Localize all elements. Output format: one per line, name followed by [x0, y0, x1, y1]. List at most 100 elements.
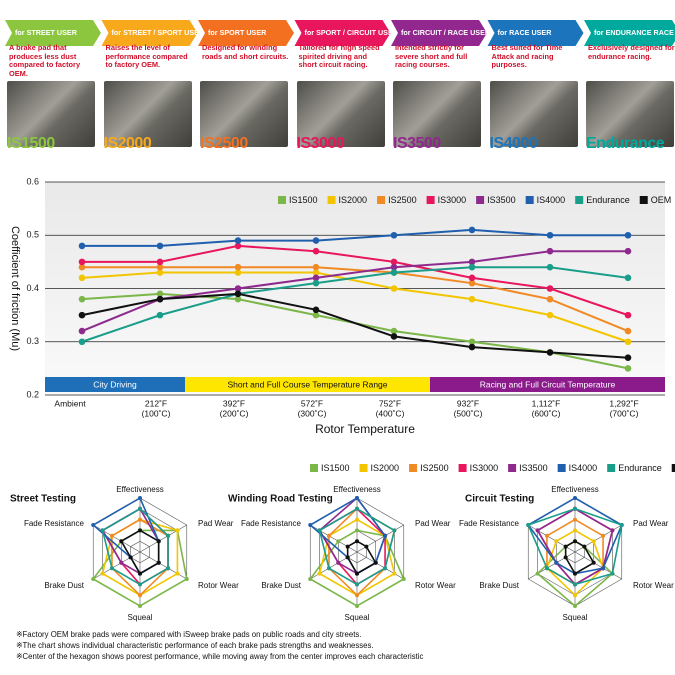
product-name: IS3000: [296, 135, 345, 152]
legend-label: IS4000: [569, 463, 598, 473]
series-point: [234, 263, 242, 271]
series-point: [624, 274, 632, 282]
product-photo: [200, 81, 288, 147]
x-tick-sublabel: (600˚C): [532, 408, 561, 418]
legend-swatch: [557, 464, 566, 472]
radar-point: [100, 571, 105, 576]
radar-point: [392, 528, 397, 533]
series-point: [156, 263, 164, 271]
legend-swatch: [525, 196, 534, 204]
radar-point: [138, 506, 142, 511]
radar-spoke: [139, 551, 187, 580]
radar-point: [554, 539, 559, 544]
series-point: [234, 295, 242, 303]
x-tick-sublabel: (700˚C): [610, 408, 639, 418]
series-point: [468, 295, 476, 303]
radar-point: [554, 560, 559, 565]
series-point: [468, 263, 476, 271]
legend-swatch: [310, 464, 318, 472]
radar-axis-label: Pad Wear: [198, 519, 234, 528]
series-point: [468, 226, 476, 234]
series-point: [156, 269, 164, 276]
radar-point: [138, 604, 142, 608]
radar-title: Circuit Testing: [465, 494, 534, 505]
legend-swatch: [671, 464, 675, 472]
radar-point: [591, 560, 596, 565]
radar-point: [355, 571, 359, 576]
radar-point: [138, 571, 142, 576]
series-point: [156, 242, 164, 250]
radar-point: [91, 523, 96, 527]
product-name: IS1500: [7, 135, 55, 152]
product-photo: [489, 81, 578, 147]
radar-point: [573, 571, 577, 576]
series-line: [82, 266, 629, 333]
series-point: [390, 231, 398, 239]
radar-axis-label: Effectiveness: [333, 485, 380, 494]
radar-point: [364, 544, 369, 549]
radar-spoke: [356, 551, 404, 580]
radar-point: [535, 528, 540, 533]
series-point: [78, 274, 86, 282]
radar-axis-label: Fade Resistance: [241, 519, 302, 528]
radar-point: [100, 528, 105, 533]
y-tick-label: 0.5: [26, 230, 39, 240]
radar-point: [355, 539, 359, 544]
series-point: [312, 263, 320, 271]
legend-label: IS2000: [371, 463, 400, 473]
radar-point: [128, 555, 133, 560]
audience-arrow: [487, 20, 584, 46]
series-point: [390, 269, 398, 276]
radar-axis-label: Pad Wear: [415, 519, 451, 528]
legend-label: IS3500: [519, 463, 548, 473]
audience-label: for STREET USER: [15, 28, 78, 37]
series-point: [390, 258, 398, 266]
series-point: [390, 327, 398, 335]
legend-swatch: [476, 196, 485, 204]
radar-point: [573, 582, 577, 587]
radar-point: [119, 539, 124, 544]
x-tick-label: 392˚F: [223, 398, 245, 408]
legend-swatch: [639, 196, 648, 204]
series-point: [546, 311, 554, 319]
audience-label: for SPORT / CIRCUIT USER: [305, 28, 399, 37]
series-point: [546, 263, 554, 271]
legend-swatch: [508, 464, 517, 472]
radar-point: [119, 560, 124, 565]
series-point: [234, 237, 242, 244]
series-point: [78, 338, 86, 346]
radar-point: [138, 517, 142, 522]
product-name: Endurance: [586, 135, 665, 152]
radar-point: [138, 582, 142, 587]
radar-point: [601, 566, 606, 571]
product-description: Intended strictly for severe short and f…: [395, 43, 468, 70]
radar-point: [573, 593, 577, 598]
radar-point: [610, 528, 615, 533]
radar-point: [573, 539, 577, 544]
radar-axis-label: Fade Resistance: [459, 519, 520, 528]
x-tick-label: 932˚F: [457, 398, 479, 408]
radar-point: [326, 566, 331, 571]
product-photo: [103, 81, 192, 147]
product-photo: [586, 81, 674, 147]
y-tick-label: 0.4: [26, 283, 39, 293]
radar-point: [138, 593, 142, 598]
radar-point: [184, 577, 189, 581]
radar-point: [175, 528, 180, 533]
radar-point: [345, 544, 350, 549]
series-point: [234, 290, 242, 298]
y-axis-title: Coefficient of friction (Mu): [9, 226, 21, 351]
radar-point: [156, 560, 161, 565]
x-tick-sublabel: (200˚C): [220, 408, 249, 418]
radar-point: [610, 571, 615, 576]
radar-axis-label: Fade Resistance: [24, 519, 85, 528]
radar-point: [544, 533, 549, 538]
series-point: [156, 290, 164, 298]
series-point: [312, 306, 320, 314]
radar-point: [336, 560, 341, 565]
series-point: [546, 285, 554, 292]
product-name: IS3500: [393, 135, 441, 152]
radar-point: [336, 539, 341, 544]
